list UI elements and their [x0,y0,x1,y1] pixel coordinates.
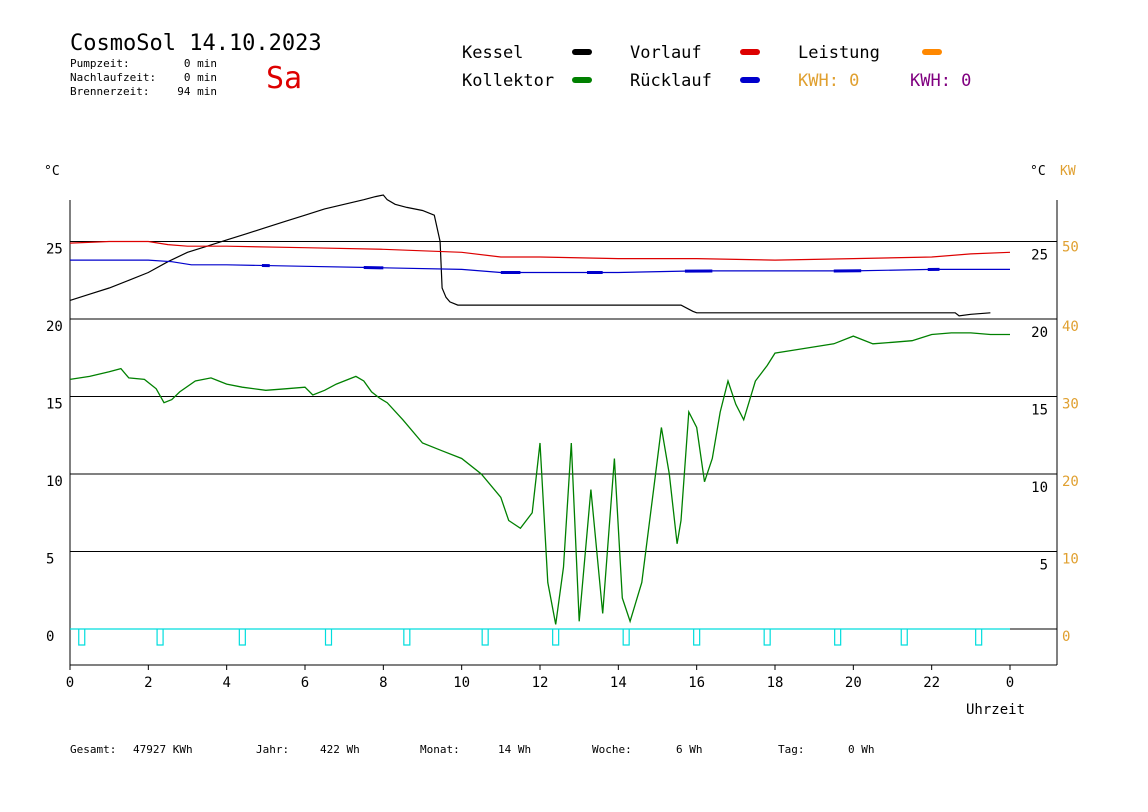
legend-swatch [572,49,592,55]
leistung-pulse [900,629,908,646]
y-right-tick-label: 15 [1031,403,1048,419]
x-tick-label: 4 [222,675,230,691]
series-vorlauf-line [69,240,1011,261]
footer-label: Gesamt: [70,743,116,756]
legend-label: Kollektor [462,71,554,91]
x-tick-label: 2 [144,675,152,691]
x-tick-label: 0 [66,675,74,691]
leistung-pulse [324,629,333,646]
day-label: Sa [266,61,302,96]
leistung-pulse [622,629,630,646]
leistung-pulse [693,629,701,646]
y-right-tick-label: 25 [1031,248,1048,264]
x-tick-label: 22 [923,675,940,691]
y-right-tick-label: 20 [1031,325,1048,341]
chart-title: CosmoSol 14.10.2023 [70,31,322,56]
stat-label: Brennerzeit: [70,85,149,98]
x-axis-label: Uhrzeit [966,702,1025,718]
kwh-label: KWH: 0 [910,71,971,91]
legend-label: Leistung [798,43,880,63]
leistung-pulse [763,629,771,646]
kw-tick-label: 10 [1062,552,1079,568]
y-right-tick-label: 5 [1040,558,1048,574]
footer-value: 422 Wh [320,743,360,756]
legend-swatch [922,49,942,55]
y-left-tick-label: 20 [46,319,63,335]
footer-label: Woche: [592,743,632,756]
series-kollektor-line [69,332,1010,625]
series-rcklauf-line [70,259,1010,274]
legend-swatch [740,77,760,83]
x-tick-label: 6 [301,675,309,691]
kw-tick-label: 30 [1062,397,1079,413]
leistung-pulse [156,629,164,646]
legend-swatch [572,77,592,83]
stat-value: 0 min [184,71,217,84]
kw-tick-label: 50 [1062,240,1079,256]
footer-label: Jahr: [256,743,289,756]
stat-label: Nachlaufzeit: [70,71,156,84]
footer-value: 6 Wh [676,743,703,756]
series-group [69,194,1011,646]
kwh-label: KWH: 0 [798,71,859,91]
legend-label: Kessel [462,43,523,63]
left-unit-label: °C [44,164,60,179]
leistung-pulse [481,629,489,646]
x-tick-label: 10 [453,675,470,691]
kw-tick-label: 20 [1062,474,1079,490]
legend-label: Vorlauf [630,43,702,63]
footer-value: 47927 KWh [133,743,193,756]
axes [69,200,1058,666]
x-tick-label: 12 [532,675,549,691]
leistung-pulse [975,629,983,646]
legend-swatch [740,49,760,55]
x-tick-label: 14 [610,675,627,691]
footer-label: Tag: [778,743,805,756]
stats-block: Pumpzeit: 0 min Nachlaufzeit: 0 min Brennerz… [70,57,217,98]
footer-value: 14 Wh [498,743,531,756]
leistung-pulse [78,629,86,646]
y-left-tick-label: 5 [46,552,54,568]
footer-label: Monat: [420,743,460,756]
x-tick-label: 20 [845,675,862,691]
kw-unit-label: KW [1060,164,1076,179]
x-tick-label: 16 [688,675,705,691]
stat-value: 0 min [184,57,217,70]
y-left-tick-label: 0 [46,629,54,645]
y-left-tick-label: 10 [46,474,63,490]
leistung-pulse [834,629,842,646]
y-left-tick-label: 15 [46,397,63,413]
footer-value: 0 Wh [848,743,875,756]
y-left-tick-label: 25 [46,242,63,258]
leistung-pulse [552,629,560,646]
x-tick-label: 0 [1006,675,1014,691]
y-right-tick-label: 10 [1031,480,1048,496]
kw-tick-label: 0 [1062,629,1070,645]
stat-label: Pumpzeit: [70,57,130,70]
legend-label: Rücklauf [630,71,712,91]
x-tick-label: 8 [379,675,387,691]
leistung-pulse [238,629,246,646]
leistung-pulse [403,629,411,646]
right-unit-label: °C [1030,164,1046,179]
x-tick-label: 18 [767,675,784,691]
stat-value: 94 min [177,85,217,98]
footer-totals: Gesamt: 47927 KWh Jahr: 422 Wh Monat: 14 Wh Wo… [70,743,875,756]
series-kessel-line [69,194,991,317]
kw-tick-label: 40 [1062,319,1079,335]
tick-labels: 0 2 4 6 8 10 12 14 16 18 20 22 0 0 5 10 15 20 25 5 10 15 20 25 0… [46,240,1079,692]
legend: Kessel Vorlauf Leistung Kollektor Rücklauf KW… [462,43,971,91]
